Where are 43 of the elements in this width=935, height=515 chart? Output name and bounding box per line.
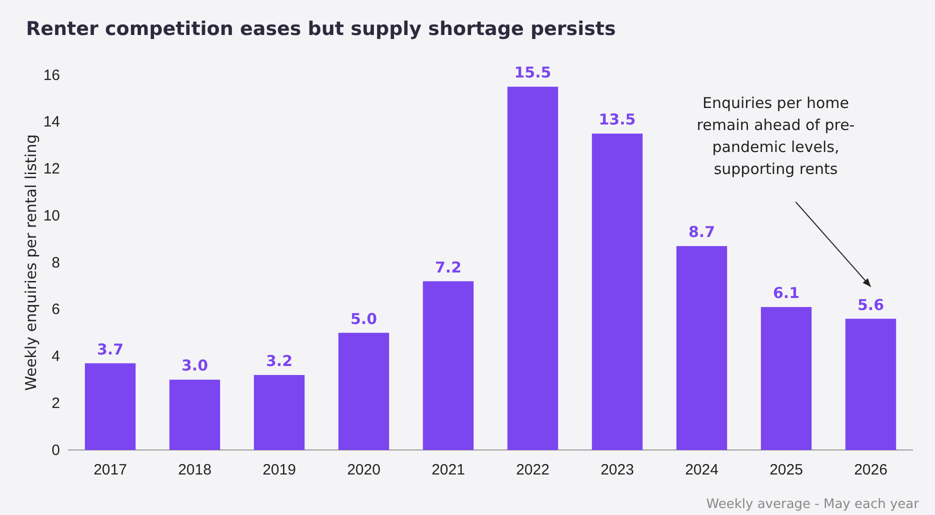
data-label: 5.6 xyxy=(857,296,884,314)
y-tick-label: 8 xyxy=(52,254,60,272)
bar xyxy=(254,375,305,450)
data-label: 6.1 xyxy=(772,284,800,302)
y-tick-label: 0 xyxy=(52,442,60,459)
x-tick-label: 2019 xyxy=(262,462,296,479)
text: Weekly average - May each year xyxy=(706,497,920,512)
data-label: 15.5 xyxy=(514,64,552,82)
y-tick-label: 10 xyxy=(43,207,60,224)
x-tick-label: 2022 xyxy=(516,462,550,479)
x-tick-label: 2017 xyxy=(94,462,127,479)
bar xyxy=(845,318,896,450)
y-tick-label: 16 xyxy=(43,66,60,84)
data-label: 3.7 xyxy=(96,340,124,358)
y-tick-label: 4 xyxy=(52,348,60,366)
bar xyxy=(84,363,136,450)
bar xyxy=(676,246,728,450)
chart-title: Renter competition eases but supply shortage persists xyxy=(26,18,616,40)
annotation: Enquiries per home remain ahead of pre- pandemic levels, supporting rents xyxy=(696,94,855,178)
x-tick-label: 2021 xyxy=(432,462,465,479)
bar xyxy=(592,134,643,450)
y-axis-title: Weekly enquiries per rental listing xyxy=(22,134,40,391)
x-tick-label: 2023 xyxy=(600,462,634,479)
y-tick-label: 2 xyxy=(52,394,60,412)
data-label: 7.2 xyxy=(434,258,462,276)
data-label: 3.2 xyxy=(266,352,293,370)
x-tick-label: 2018 xyxy=(178,462,212,479)
data-label: 5.0 xyxy=(350,310,378,328)
x-tick-label: 2024 xyxy=(685,462,718,479)
y-tick-label: 6 xyxy=(52,301,60,318)
bar xyxy=(338,332,390,450)
bar xyxy=(507,86,558,450)
bar xyxy=(169,380,220,450)
data-label: 3.0 xyxy=(181,356,208,375)
data-label: 8.7 xyxy=(688,223,716,242)
data-label: 13.5 xyxy=(598,110,636,129)
y-tick-label: 12 xyxy=(43,160,60,178)
x-tick-label: 2026 xyxy=(854,462,888,479)
x-tick-label: 2020 xyxy=(347,462,380,479)
bar xyxy=(760,307,812,450)
x-tick-label: 2025 xyxy=(770,462,803,479)
bar xyxy=(422,281,474,450)
y-tick-label: 14 xyxy=(43,114,60,131)
